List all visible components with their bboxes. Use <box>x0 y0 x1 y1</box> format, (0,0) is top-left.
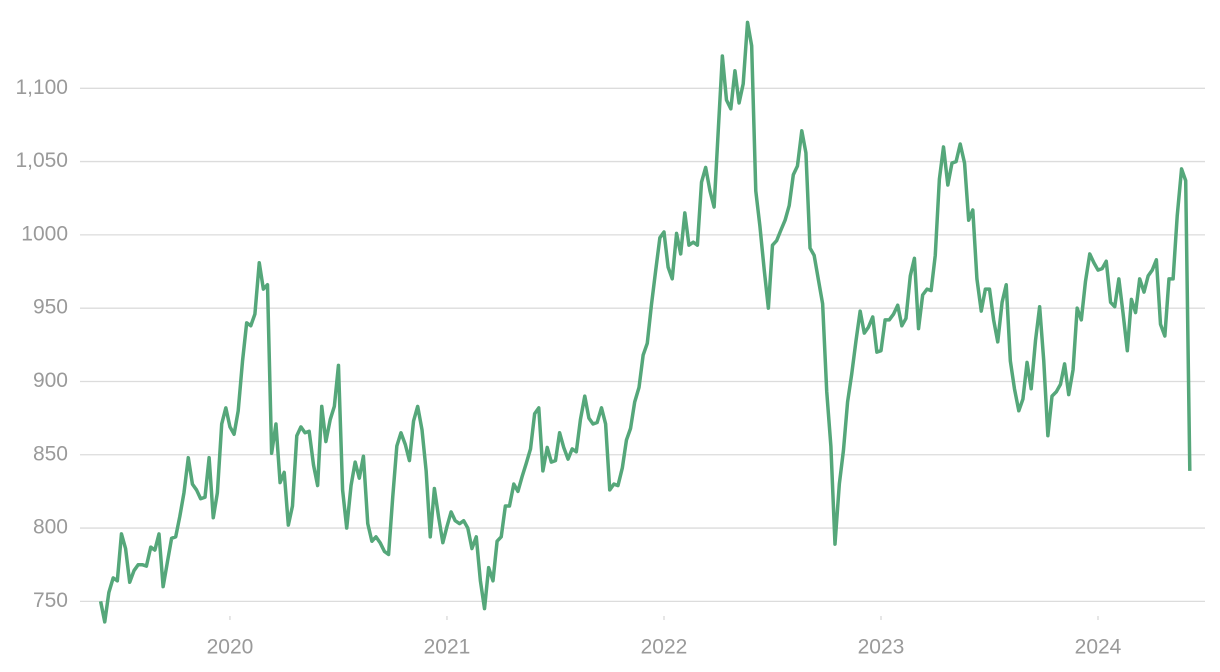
line-series <box>98 20 1192 624</box>
y-tick-label: 750 <box>33 589 68 612</box>
y-tick-label: 1,100 <box>15 76 68 99</box>
y-tick-label: 900 <box>33 369 68 392</box>
x-tick-label: 2021 <box>424 636 471 659</box>
x-tick-label: 2020 <box>207 636 254 659</box>
y-tick-label: 800 <box>33 516 68 539</box>
x-tick-label: 2022 <box>641 636 688 659</box>
y-tick-label: 1000 <box>21 222 68 245</box>
x-tick-label: 2024 <box>1075 636 1122 659</box>
y-tick-label: 1,050 <box>15 149 68 172</box>
y-tick-label: 950 <box>33 296 68 319</box>
x-tick-label: 2023 <box>858 636 905 659</box>
y-tick-label: 850 <box>33 442 68 465</box>
